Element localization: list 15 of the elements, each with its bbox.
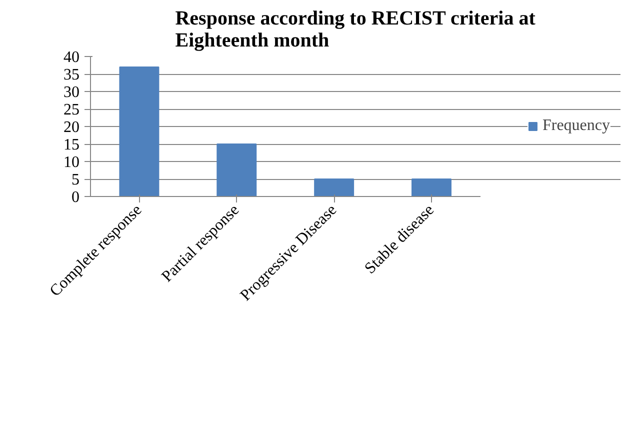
y-tick-label: 10 xyxy=(64,154,80,171)
y-tick-label: 20 xyxy=(64,119,80,136)
bar xyxy=(412,178,452,196)
bar xyxy=(119,66,160,196)
y-tick-label: 5 xyxy=(72,172,80,188)
y-tick-label: 30 xyxy=(64,84,80,101)
chart-title: Response according to RECIST criteria at Eighteenth month xyxy=(175,8,536,52)
y-tick-label: 35 xyxy=(64,66,80,84)
y-tick-label: 15 xyxy=(64,136,80,154)
legend-label: Frequency xyxy=(542,117,610,135)
y-tick-label: 25 xyxy=(64,102,80,118)
y-tick-label: 0 xyxy=(72,189,80,206)
y-tick-label: 40 xyxy=(64,49,80,66)
bar xyxy=(216,144,257,196)
bar xyxy=(314,178,354,196)
